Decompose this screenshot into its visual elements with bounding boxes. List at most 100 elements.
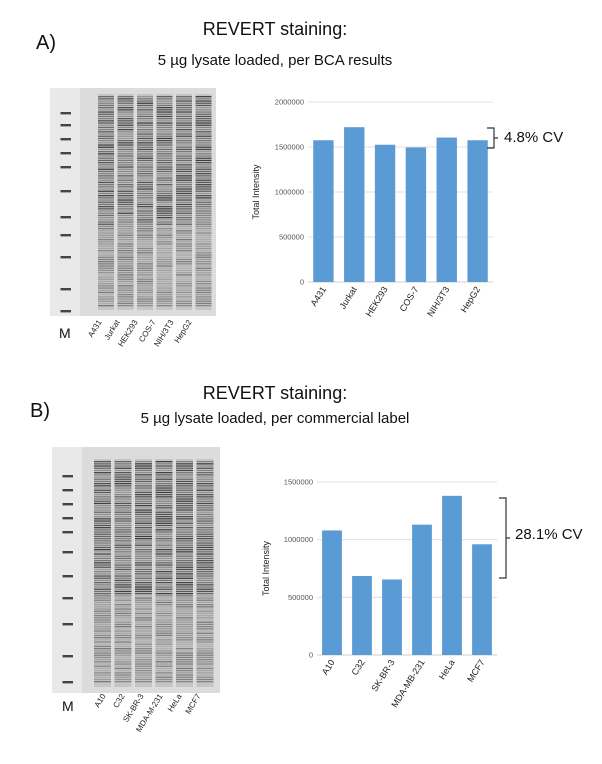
- band: [156, 142, 173, 144]
- band: [155, 676, 173, 678]
- band: [176, 522, 193, 524]
- band: [176, 98, 192, 100]
- band: [195, 201, 212, 203]
- band: [98, 291, 114, 294]
- band: [117, 100, 134, 102]
- band: [176, 491, 193, 494]
- band: [176, 100, 192, 102]
- band: [117, 162, 134, 164]
- band: [176, 166, 192, 168]
- band: [195, 210, 212, 212]
- band: [117, 144, 134, 146]
- band: [117, 230, 134, 232]
- band: [94, 553, 111, 555]
- band: [114, 509, 132, 511]
- band: [137, 135, 153, 137]
- band: [195, 241, 212, 243]
- band: [176, 272, 192, 274]
- band: [117, 107, 134, 109]
- band: [195, 285, 212, 287]
- y-tick-label: 500000: [279, 233, 304, 242]
- band: [155, 667, 173, 670]
- band: [135, 505, 152, 507]
- band: [176, 656, 193, 659]
- band: [117, 179, 134, 181]
- band: [135, 639, 152, 641]
- band: [176, 670, 193, 672]
- band: [156, 177, 173, 179]
- band: [135, 623, 152, 626]
- band: [114, 566, 132, 568]
- band: [176, 606, 193, 608]
- band: [176, 634, 193, 637]
- band: [156, 186, 173, 188]
- band: [176, 549, 193, 551]
- band: [135, 549, 152, 551]
- band: [135, 588, 152, 590]
- band: [117, 131, 134, 133]
- band: [94, 590, 111, 593]
- band: [117, 195, 134, 197]
- band: [155, 496, 173, 498]
- band: [94, 650, 111, 652]
- y-tick-label: 1000000: [284, 535, 313, 544]
- band: [94, 524, 111, 527]
- band: [176, 289, 192, 291]
- band: [137, 162, 153, 164]
- band: [156, 118, 173, 120]
- band: [114, 575, 132, 577]
- band: [156, 298, 173, 300]
- band: [196, 571, 214, 573]
- band: [137, 146, 153, 148]
- band: [176, 232, 192, 234]
- band: [176, 571, 193, 573]
- band: [135, 544, 152, 546]
- band: [176, 661, 193, 663]
- band: [135, 568, 152, 571]
- band: [137, 148, 153, 151]
- band: [114, 610, 132, 612]
- band: [98, 258, 114, 261]
- band: [94, 489, 111, 491]
- band: [117, 166, 134, 168]
- band: [98, 118, 114, 120]
- band: [176, 192, 192, 195]
- band: [94, 595, 111, 597]
- band: [98, 140, 114, 142]
- band: [155, 606, 173, 608]
- band: [176, 487, 193, 489]
- band: [137, 223, 153, 225]
- band: [137, 221, 153, 223]
- band: [155, 586, 173, 588]
- band: [117, 102, 134, 104]
- band: [156, 133, 173, 135]
- band: [176, 122, 192, 124]
- band: [155, 568, 173, 571]
- band: [135, 513, 152, 516]
- band: [137, 181, 153, 184]
- band: [196, 522, 214, 524]
- band: [156, 250, 173, 252]
- band: [137, 102, 153, 104]
- band: [98, 217, 114, 219]
- band: [156, 100, 173, 102]
- band: [195, 129, 212, 131]
- band: [195, 252, 212, 254]
- band: [114, 606, 132, 608]
- band: [195, 126, 212, 129]
- band: [155, 599, 173, 601]
- band: [94, 542, 111, 544]
- band: [137, 243, 153, 245]
- band: [195, 131, 212, 133]
- band: [117, 236, 134, 239]
- band: [114, 542, 132, 544]
- y-tick-label: 2000000: [275, 98, 304, 107]
- band: [195, 144, 212, 146]
- band: [195, 265, 212, 267]
- band: [135, 500, 152, 502]
- band: [94, 672, 111, 674]
- band: [155, 478, 173, 480]
- band: [94, 522, 111, 524]
- band: [195, 118, 212, 120]
- band: [98, 278, 114, 280]
